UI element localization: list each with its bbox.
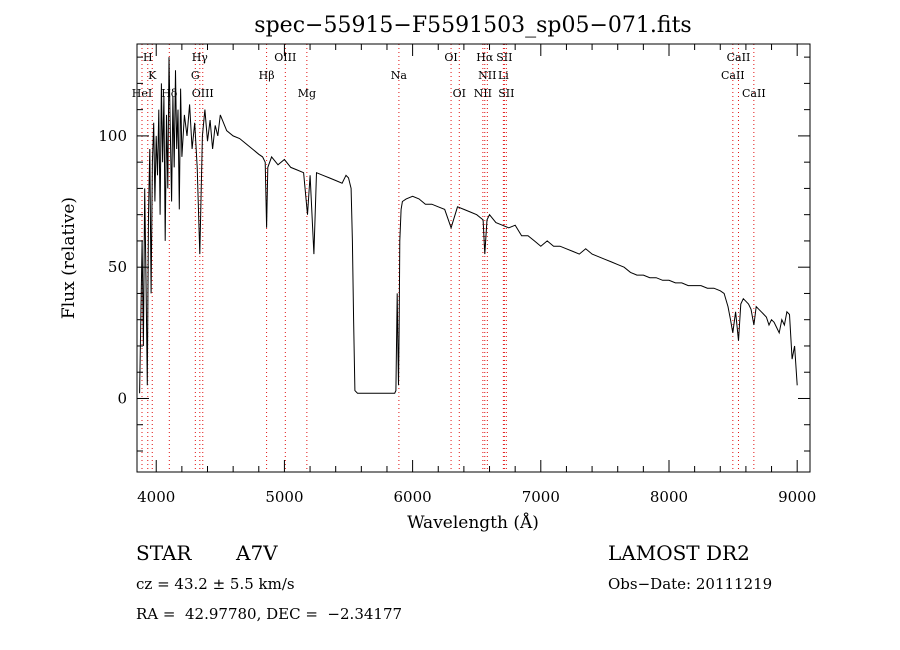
y-tick-labels: 0 50 100 [98,127,127,408]
subclass: A7V [236,541,278,565]
line-label-13: Hα [476,51,494,64]
x-tick-label-4000: 4000 [137,488,175,506]
line-label-20: CaII [721,69,745,82]
line-label-16: Li [498,69,509,82]
line-markers [141,44,755,472]
line-label-5: G [191,69,200,82]
redshift-cz: cz = 43.2 ± 5.5 km/s [136,575,295,593]
line-label-6: OIII [192,87,214,100]
line-label-3: Hδ [161,87,178,100]
x-tick-label-9000: 9000 [778,488,816,506]
line-label-12: OI [453,87,466,100]
line-label-7: OIII [274,51,296,64]
x-tick-label-6000: 6000 [394,488,432,506]
line-label-0: H [143,51,153,64]
axis-ticks [137,44,810,472]
x-tick-labels: 4000 5000 6000 7000 8000 9000 [137,488,816,506]
line-label-8: Hβ [259,69,275,82]
object-type: STAR [136,541,192,565]
line-label-17: NII [474,87,492,100]
x-tick-label-8000: 8000 [650,488,688,506]
line-label-11: OI [444,51,457,64]
line-label-2: HeI [132,87,152,100]
line-label-21: CaII [742,87,766,100]
line-label-15: NII [478,69,496,82]
spectrum-line [139,57,798,394]
line-label-9: Mg [298,87,316,100]
y-axis-label: Flux (relative) [59,197,79,319]
line-label-1: K [148,69,157,82]
line-label-4: Hγ [192,51,209,64]
x-axis-label: Wavelength (Å) [407,512,539,533]
line-label-10: Na [391,69,408,82]
y-tick-label-50: 50 [108,258,127,276]
x-tick-label-5000: 5000 [265,488,303,506]
line-label-19: CaII [727,51,751,64]
y-tick-label-0: 0 [117,389,127,407]
line-label-14: SII [496,51,512,64]
x-tick-label-7000: 7000 [522,488,560,506]
coordinates: RA = 42.97780, DEC = −2.34177 [136,605,403,623]
plot-frame [136,43,811,473]
line-label-18: SII [498,87,514,100]
obs-date: Obs−Date: 20111219 [608,575,773,593]
survey-name: LAMOST DR2 [608,541,750,565]
y-tick-label-100: 100 [98,127,127,145]
chart-title: spec−55915−F5591503_sp05−071.fits [254,13,691,38]
